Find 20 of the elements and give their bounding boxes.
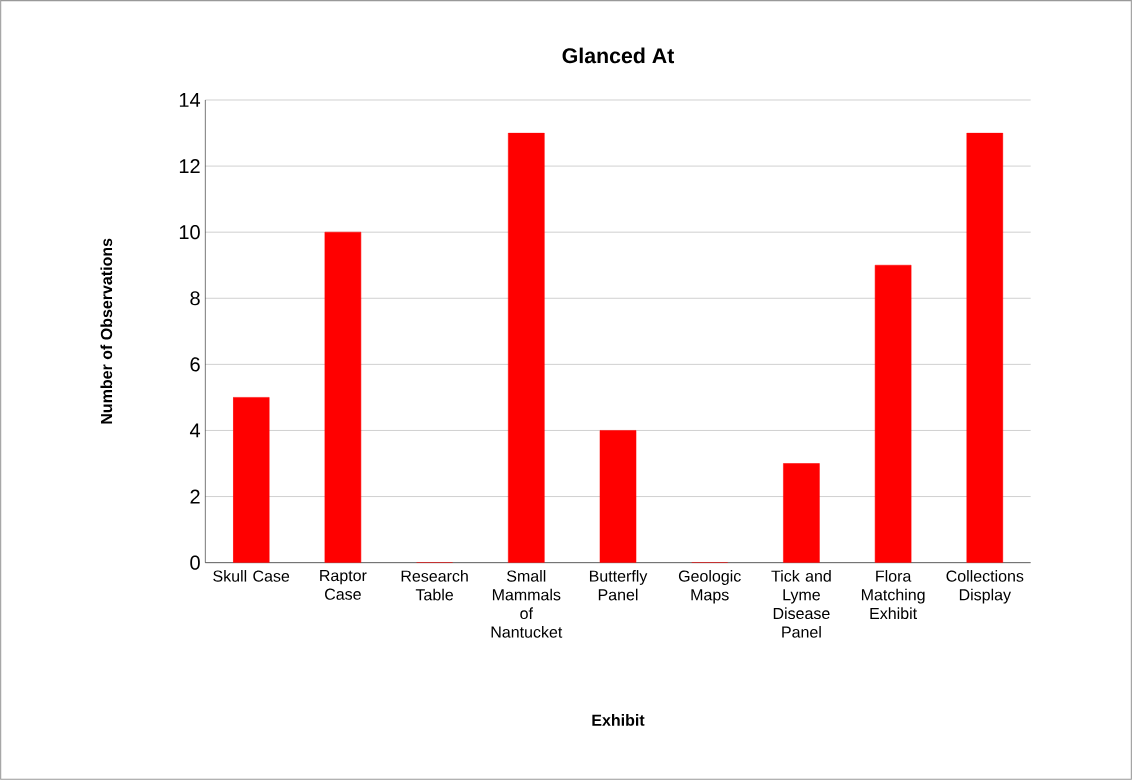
- y-tick-label: 10: [179, 225, 200, 240]
- x-tick-label: Skull Case: [213, 570, 290, 582]
- y-tick-label: 0: [190, 555, 200, 570]
- x-tick-label: Raptor Case: [320, 570, 367, 600]
- x-tick-label: Collections Display: [946, 570, 1024, 604]
- x-tick-label: Geologic Maps: [678, 570, 741, 604]
- y-tick-label: 8: [190, 291, 200, 306]
- y-tick-label: 14: [179, 93, 201, 107]
- y-tick-label: 2: [190, 489, 200, 504]
- x-tick-label: Tick and Lyme Disease Panel: [771, 570, 831, 638]
- x-axis-title: Exhibit: [592, 714, 645, 726]
- y-tick-label: 4: [189, 423, 201, 438]
- x-tick-label: Flora Matching Exhibit: [861, 570, 925, 620]
- x-tick-label: Research Table: [401, 570, 468, 601]
- x-tick-label: Small Mammals of Nantucket: [491, 570, 563, 638]
- chart-title: Glanced At: [562, 47, 675, 64]
- y-tick-label: 12: [179, 159, 200, 174]
- y-tick-label: 6: [190, 357, 200, 372]
- x-tick-label: Butterfly Panel: [589, 570, 648, 601]
- y-axis-title: Number of Observations: [100, 238, 113, 424]
